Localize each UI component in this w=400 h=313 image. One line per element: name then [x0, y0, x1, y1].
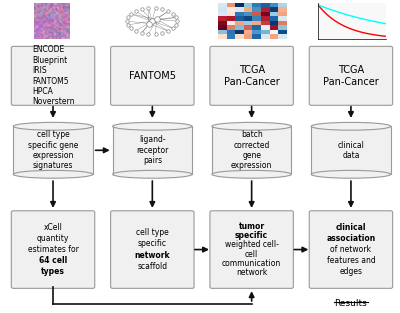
Ellipse shape	[311, 170, 391, 178]
Ellipse shape	[13, 122, 93, 130]
Ellipse shape	[311, 122, 391, 130]
Text: FANTOM5: FANTOM5	[129, 71, 176, 81]
Text: network: network	[236, 268, 267, 277]
FancyBboxPatch shape	[210, 211, 293, 288]
Bar	[13, 126, 93, 174]
Text: ligand-
receptor
pairs: ligand- receptor pairs	[136, 136, 168, 165]
Text: scaffold: scaffold	[137, 262, 167, 271]
Bar	[311, 126, 391, 174]
Text: association: association	[326, 234, 376, 243]
Text: ENCODE
Blueprint
IRIS
FANTOM5
HPCA
Noverstern: ENCODE Blueprint IRIS FANTOM5 HPCA Nover…	[32, 45, 74, 106]
Text: features and: features and	[326, 256, 375, 265]
Text: network: network	[134, 251, 170, 260]
Bar	[212, 126, 291, 174]
FancyBboxPatch shape	[111, 46, 194, 105]
FancyBboxPatch shape	[309, 46, 393, 105]
FancyBboxPatch shape	[309, 211, 393, 288]
Text: clinical: clinical	[336, 223, 366, 232]
Ellipse shape	[13, 170, 93, 178]
Text: clinical
data: clinical data	[338, 141, 364, 160]
FancyBboxPatch shape	[210, 46, 293, 105]
Text: 64 cell: 64 cell	[39, 256, 67, 265]
FancyBboxPatch shape	[11, 211, 95, 288]
Text: TCGA
Pan-Cancer: TCGA Pan-Cancer	[224, 65, 280, 87]
Text: batch
corrected
gene
expression: batch corrected gene expression	[231, 130, 272, 170]
Ellipse shape	[113, 122, 192, 130]
Ellipse shape	[113, 170, 192, 178]
Text: specific: specific	[138, 239, 167, 249]
Text: communication: communication	[222, 259, 281, 268]
Text: tumor: tumor	[238, 222, 265, 231]
Ellipse shape	[212, 122, 291, 130]
Text: cell type: cell type	[136, 228, 169, 237]
Ellipse shape	[212, 170, 291, 178]
Text: edges: edges	[340, 267, 362, 276]
Text: types: types	[41, 267, 65, 276]
Text: estimates for: estimates for	[28, 245, 78, 254]
Text: weighted cell-: weighted cell-	[225, 240, 278, 249]
Text: quantity: quantity	[37, 234, 69, 243]
Text: TCGA
Pan-Cancer: TCGA Pan-Cancer	[323, 65, 379, 87]
Text: xCell: xCell	[44, 223, 62, 232]
Bar	[113, 126, 192, 174]
Text: cell: cell	[245, 250, 258, 259]
Text: of network: of network	[330, 245, 372, 254]
FancyBboxPatch shape	[11, 46, 95, 105]
Text: cell type
specific gene
expression
signatures: cell type specific gene expression signa…	[28, 130, 78, 170]
Text: specific: specific	[235, 231, 268, 240]
Text: Results: Results	[334, 299, 367, 308]
FancyBboxPatch shape	[111, 211, 194, 288]
